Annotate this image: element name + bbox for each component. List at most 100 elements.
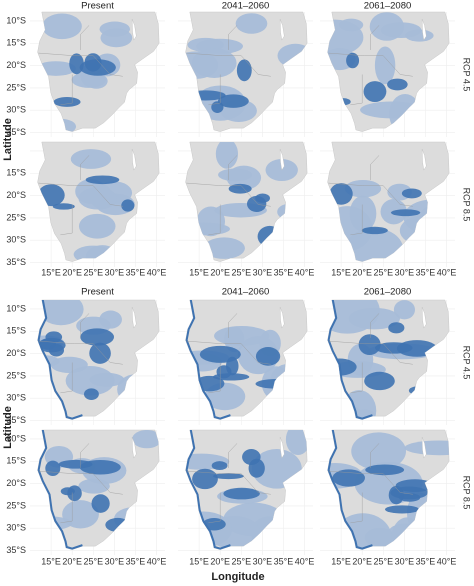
- suitable-area: [339, 18, 364, 32]
- latitude-tick-label: 10°S: [6, 15, 26, 25]
- latitude-tick-label: 30°S: [6, 235, 26, 245]
- row-label: RCP 4.5: [462, 346, 472, 380]
- column-header: 2061–2080: [364, 287, 412, 298]
- border: [350, 74, 363, 106]
- longitude-tick-label: 15°E: [41, 556, 61, 566]
- suitable-area: [374, 46, 396, 85]
- longitude-tick-label: 35°E: [126, 556, 146, 566]
- core-area: [346, 52, 360, 69]
- longitude-tick-label: 40°E: [147, 267, 167, 277]
- border: [350, 204, 363, 236]
- y-axis-title: Latitude: [2, 118, 14, 161]
- border: [370, 443, 380, 468]
- border: [208, 492, 221, 524]
- longitude-tick-label: 40°E: [147, 556, 167, 566]
- suitable-area: [235, 13, 268, 34]
- lake: [131, 307, 137, 329]
- core-area: [121, 199, 135, 212]
- border: [38, 470, 123, 495]
- core-area: [388, 485, 404, 505]
- lake: [421, 307, 427, 329]
- border: [228, 155, 238, 180]
- border: [38, 182, 123, 207]
- suitable-area: [70, 149, 112, 169]
- core-area: [80, 328, 115, 346]
- longitude-tick-label: 15°E: [331, 267, 351, 277]
- border: [350, 492, 363, 524]
- border: [208, 362, 221, 394]
- latitude-tick-label: 25°S: [6, 212, 26, 222]
- border: [60, 204, 73, 236]
- border: [80, 313, 90, 338]
- habitat: [327, 430, 450, 550]
- border: [328, 340, 413, 365]
- border: [328, 52, 413, 77]
- border: [80, 443, 90, 468]
- row-label: RCP 4.5: [462, 58, 472, 92]
- core-area: [329, 183, 353, 205]
- core-area: [388, 322, 405, 334]
- core-area: [84, 388, 99, 400]
- core-area: [364, 371, 395, 391]
- border: [60, 362, 73, 394]
- core-area: [236, 59, 252, 82]
- longitude-tick-label: 35°E: [274, 267, 294, 277]
- border: [228, 25, 238, 50]
- longitude-tick-label: 15°E: [331, 556, 351, 566]
- longitude-tick-label: 15°E: [189, 267, 209, 277]
- border: [38, 340, 123, 365]
- latitude-tick-label: 35°S: [6, 415, 26, 425]
- latitude-tick-label: 15°S: [6, 38, 26, 48]
- border: [208, 74, 221, 106]
- longitude-tick-label: 20°E: [62, 556, 82, 566]
- column-header: 2041–2060: [222, 287, 270, 298]
- core-area: [332, 469, 365, 487]
- border: [350, 362, 363, 394]
- longitude-tick-label: 25°E: [231, 267, 251, 277]
- core-area: [361, 226, 388, 235]
- border: [228, 443, 238, 468]
- row-label: RCP 8.5: [462, 188, 472, 222]
- longitude-tick-label: 35°E: [274, 556, 294, 566]
- core-area: [45, 460, 61, 477]
- suitable-area: [203, 237, 245, 259]
- core-area: [390, 209, 421, 217]
- core-area: [89, 342, 111, 364]
- suitable-area: [78, 478, 110, 494]
- column-header: 2061–2080: [364, 1, 412, 12]
- longitude-tick-label: 20°E: [210, 267, 230, 277]
- core-area: [79, 459, 121, 475]
- suitable-area: [349, 195, 377, 232]
- core-area: [255, 347, 281, 366]
- core-area: [199, 345, 241, 363]
- latitude-tick-label: 35°S: [6, 127, 26, 137]
- latitude-tick-label: 10°S: [6, 433, 26, 443]
- longitude-tick-label: 40°E: [295, 267, 315, 277]
- longitude-tick-label: 30°E: [395, 556, 415, 566]
- border: [370, 25, 380, 50]
- latitude-tick-label: 10°S: [6, 303, 26, 313]
- latitude-tick-label: 25°S: [6, 82, 26, 92]
- core-area: [211, 461, 228, 471]
- latitude-tick-label: 25°S: [6, 500, 26, 510]
- border: [80, 25, 90, 50]
- lake: [421, 437, 427, 459]
- lake: [279, 307, 285, 329]
- core-area: [79, 59, 116, 76]
- column-header: Present: [81, 1, 114, 12]
- border: [60, 74, 73, 106]
- core-area: [401, 188, 422, 199]
- latitude-tick-label: 35°S: [6, 545, 26, 555]
- core-area: [213, 473, 244, 480]
- latitude-tick-label: 15°S: [6, 326, 26, 336]
- suitable-area: [100, 28, 133, 48]
- lake: [279, 149, 285, 171]
- core-area: [228, 183, 252, 194]
- lake: [279, 437, 285, 459]
- y-axis-title: Latitude: [2, 406, 14, 449]
- longitude-tick-label: 40°E: [295, 556, 315, 566]
- border: [370, 313, 380, 338]
- border: [186, 182, 271, 207]
- lake: [279, 19, 285, 41]
